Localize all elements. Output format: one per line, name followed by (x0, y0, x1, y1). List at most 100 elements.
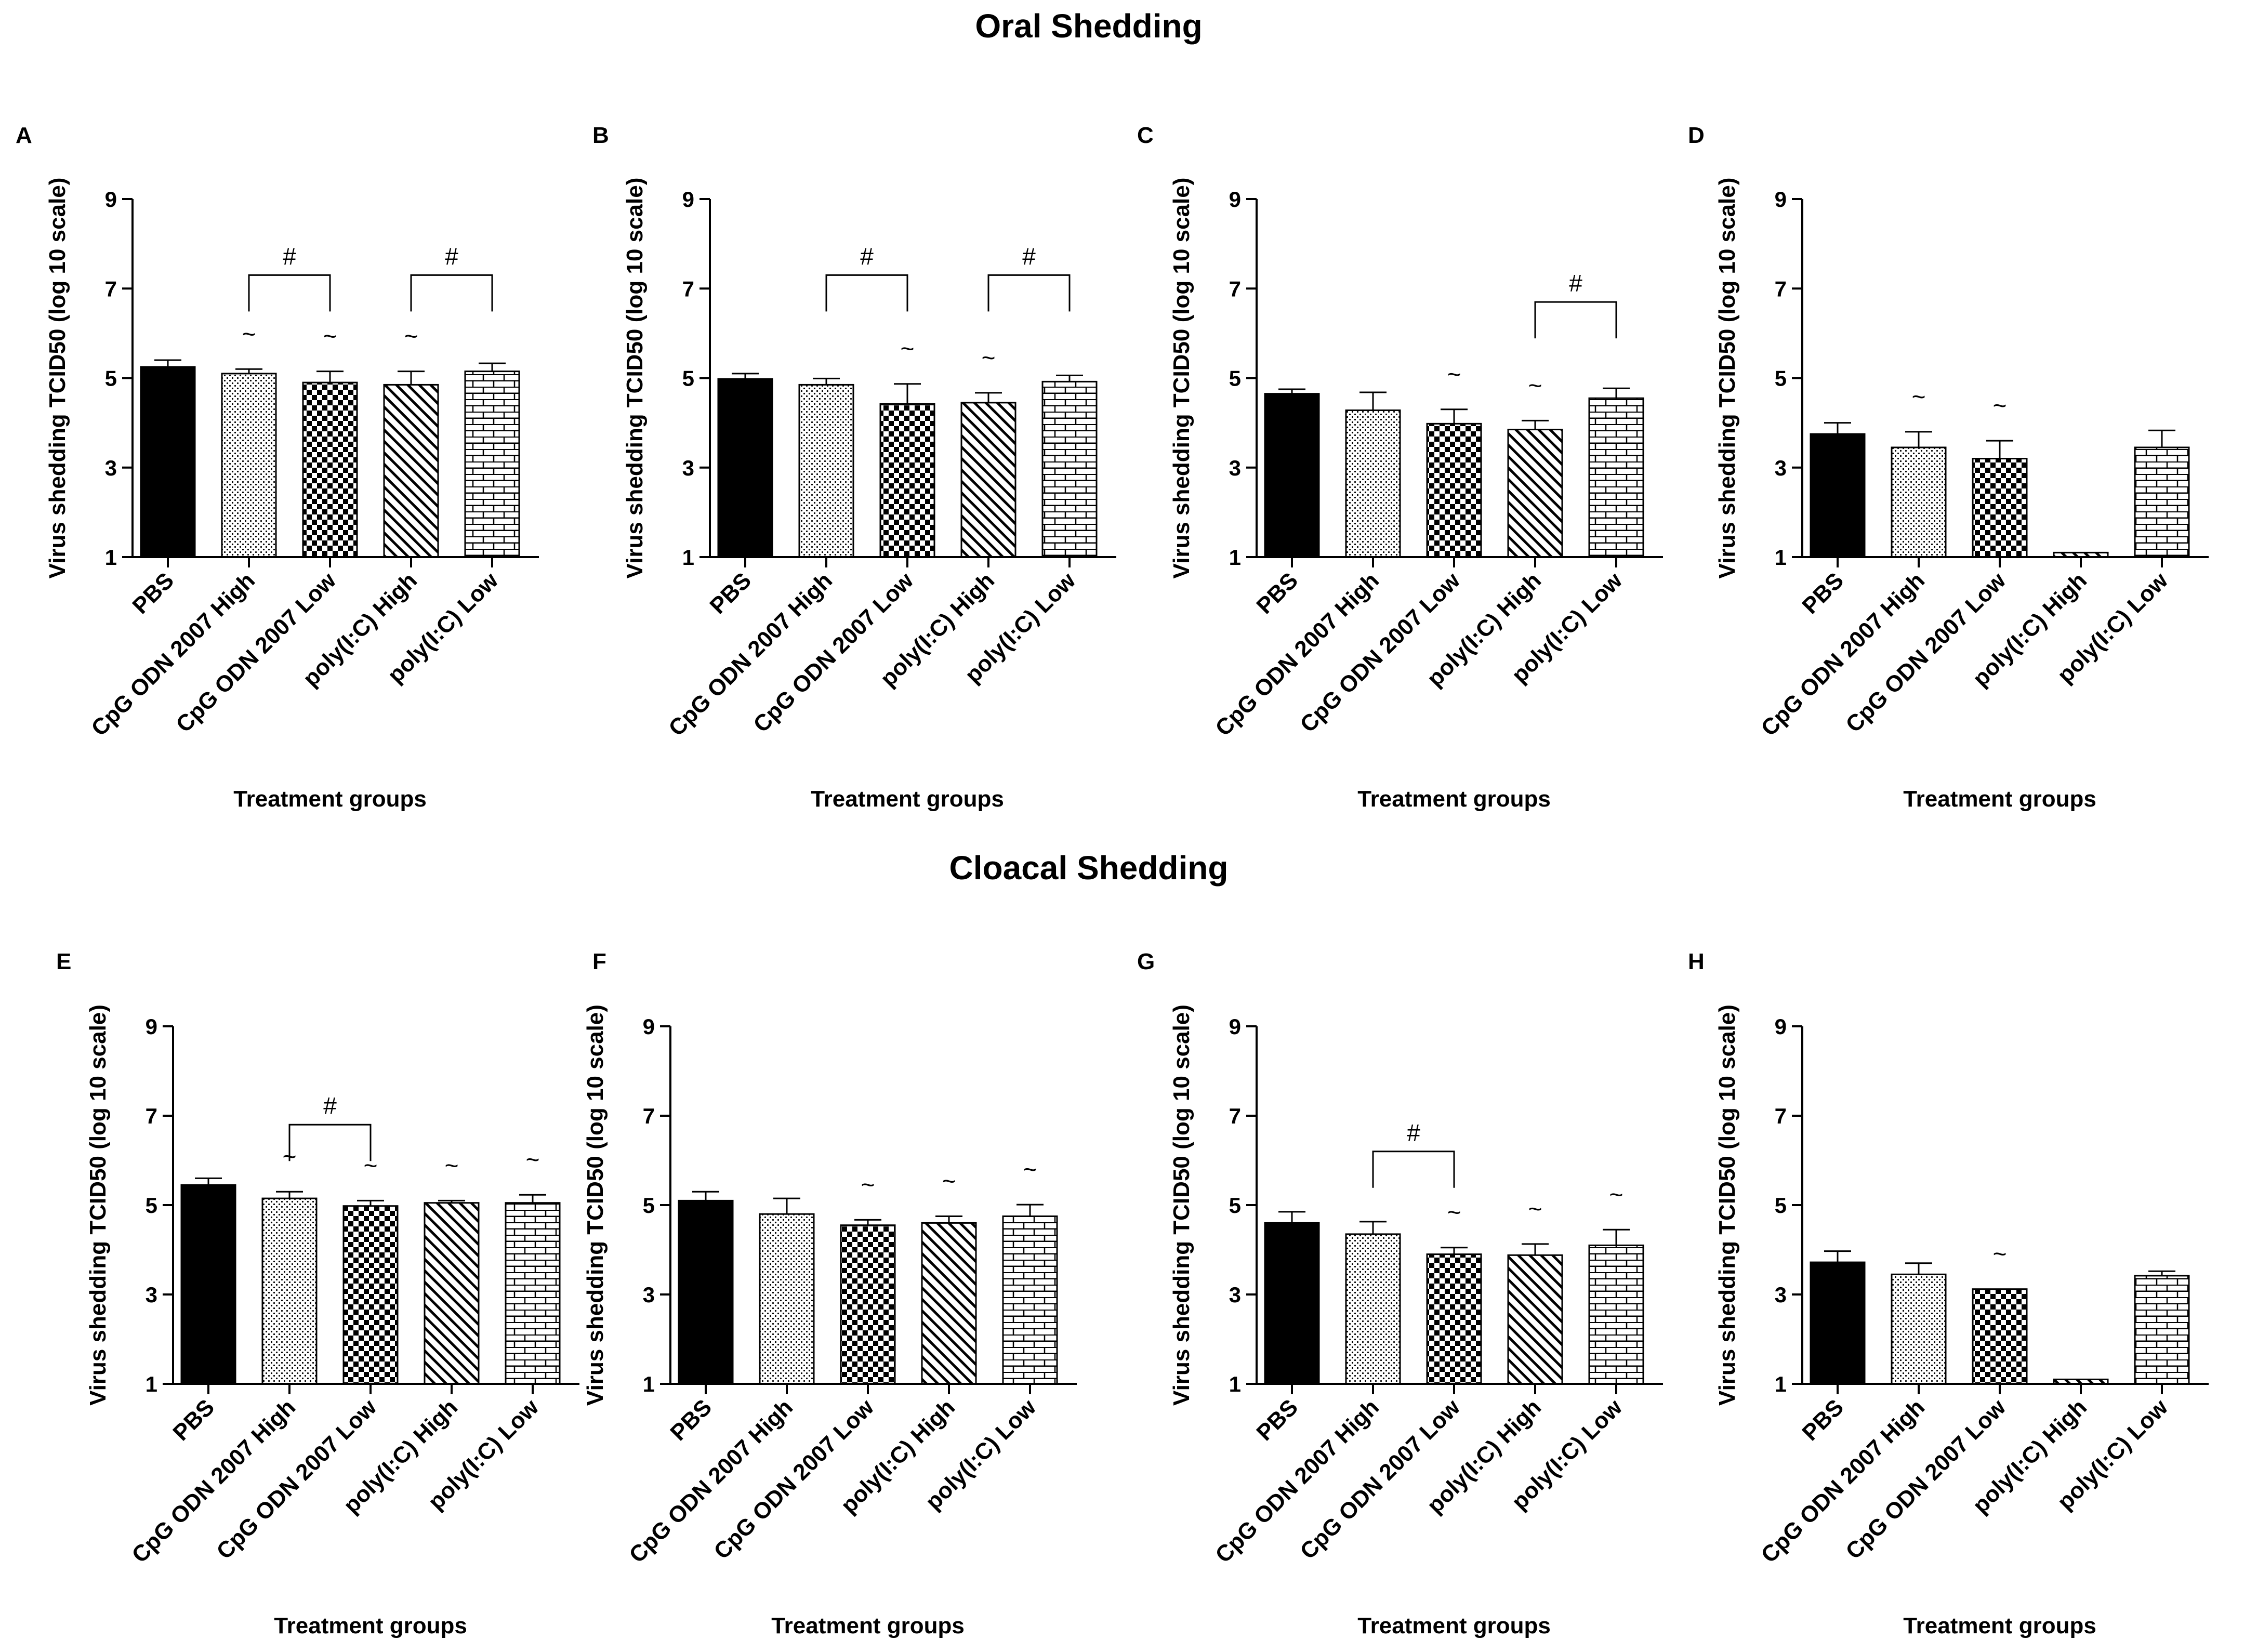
y-tick-label: 3 (105, 456, 117, 480)
bar (1972, 1288, 2028, 1385)
bar (424, 1202, 480, 1385)
significance-tilde: ~ (1447, 1199, 1461, 1226)
y-tick-label: 7 (146, 1104, 157, 1128)
y-tick-label: 1 (1775, 1372, 1787, 1396)
chart-panel-a: A Virus shedding TCID50 (log 10 scale) ~ ~ ~… (16, 123, 539, 812)
significance-tilde: ~ (861, 1171, 875, 1198)
y-tick-label: 1 (146, 1372, 157, 1396)
y-tick-label: 1 (682, 545, 694, 570)
bar (1507, 1254, 1563, 1385)
y-axis-label: Virus shedding TCID50 (log 10 scale) (1714, 1005, 1740, 1406)
bar (1002, 1215, 1058, 1385)
bar (1891, 1273, 1947, 1385)
x-axis-label: Treatment groups (1357, 786, 1551, 812)
y-tick-label: 9 (1229, 187, 1241, 212)
x-tick-label: CpG ODN 2007 Low (1841, 567, 2011, 737)
y-tick-label: 3 (1229, 456, 1241, 480)
y-tick-label: 1 (1229, 1372, 1241, 1396)
y-axis-label: Virus shedding TCID50 (log 10 scale) (1714, 178, 1740, 579)
x-tick-label: CpG ODN 2007 High (86, 567, 260, 741)
bar (1972, 458, 2028, 558)
bar (1264, 393, 1320, 558)
significance-label: # (1569, 270, 1582, 297)
panel-label: G (1137, 949, 1155, 974)
y-tick-label: 5 (682, 366, 694, 391)
y-tick-label: 5 (1229, 1193, 1241, 1218)
y-tick-label: 7 (643, 1104, 655, 1128)
x-tick-label: CpG ODN 2007 Low (709, 1394, 879, 1564)
chart-panel-d: D Virus shedding TCID50 (log 10 scale) ~ ~1… (1688, 123, 2209, 812)
y-axis-label: Virus shedding TCID50 (log 10 scale) (1169, 178, 1194, 579)
significance-label: # (1407, 1119, 1420, 1146)
y-tick-label: 1 (1229, 545, 1241, 570)
y-axis-label: Virus shedding TCID50 (log 10 scale) (622, 178, 648, 579)
bar (1041, 380, 1098, 558)
panel-label: E (56, 949, 71, 974)
significance-tilde: ~ (1528, 372, 1542, 399)
significance-tilde: ~ (1993, 1240, 2007, 1267)
significance-tilde: ~ (242, 320, 256, 347)
x-tick-label: PBS (1251, 1394, 1303, 1446)
x-tick-label: PBS (1251, 567, 1303, 619)
significance-tilde: ~ (404, 323, 418, 350)
bar (879, 403, 935, 558)
y-tick-label: 5 (1229, 366, 1241, 391)
bar (1426, 422, 1482, 558)
significance-tilde: ~ (1447, 361, 1461, 388)
y-tick-label: 7 (1229, 276, 1241, 301)
x-axis-label: Treatment groups (1903, 786, 2096, 812)
y-tick-label: 5 (643, 1193, 655, 1218)
y-tick-label: 5 (146, 1193, 157, 1218)
x-tick-label: CpG ODN 2007 High (1756, 1394, 1930, 1568)
bar (261, 1197, 318, 1385)
chart-panel-c: C Virus shedding TCID50 (log 10 scale) ~ ~ #… (1137, 123, 1663, 812)
bar (505, 1202, 561, 1385)
significance-tilde: ~ (323, 323, 337, 350)
x-axis-label: Treatment groups (811, 786, 1004, 812)
bar (1264, 1222, 1320, 1385)
significance-bracket (987, 274, 1071, 312)
significance-tilde: ~ (526, 1146, 540, 1173)
x-tick-label: CpG ODN 2007 Low (171, 567, 341, 737)
y-axis-label: Virus shedding TCID50 (log 10 scale) (583, 1005, 608, 1406)
bar (798, 384, 854, 558)
significance-bracket (825, 274, 908, 312)
x-tick-label: CpG ODN 2007 Low (1295, 567, 1465, 737)
significance-label: # (283, 243, 296, 270)
x-tick-label: PBS (705, 567, 756, 619)
x-tick-label: CpG ODN 2007 High (1210, 567, 1384, 741)
significance-label: # (860, 243, 874, 270)
significance-tilde: ~ (1912, 383, 1926, 410)
bar (1810, 1261, 1866, 1385)
x-tick-label: CpG ODN 2007 High (127, 1394, 300, 1568)
chart-panel-b: B Virus shedding TCID50 (log 10 scale) ~ ~ #… (592, 123, 1116, 812)
panel-label: H (1688, 949, 1705, 974)
y-tick-label: 9 (105, 187, 117, 212)
significance-label: # (1022, 243, 1036, 270)
significance-tilde: ~ (1993, 392, 2007, 419)
bar (342, 1205, 399, 1385)
significance-bracket (288, 1124, 372, 1161)
significance-tilde: ~ (1609, 1181, 1623, 1208)
y-axis-label: Virus shedding TCID50 (log 10 scale) (45, 178, 70, 579)
x-axis-label: Treatment groups (233, 786, 427, 812)
x-axis-label: Treatment groups (1903, 1613, 2096, 1638)
y-tick-label: 9 (1775, 1014, 1787, 1039)
y-tick-label: 3 (682, 456, 694, 480)
x-tick-label: PBS (127, 567, 179, 619)
y-tick-label: 7 (105, 276, 117, 301)
y-tick-label: 7 (1229, 1104, 1241, 1128)
bar (180, 1184, 236, 1385)
x-tick-label: CpG ODN 2007 High (1756, 567, 1930, 741)
significance-tilde: ~ (1023, 1156, 1037, 1183)
y-tick-label: 7 (682, 276, 694, 301)
y-tick-label: 9 (1229, 1014, 1241, 1039)
significance-tilde: ~ (942, 1168, 956, 1195)
significance-tilde: ~ (901, 335, 915, 362)
bar (302, 381, 358, 558)
bar (759, 1213, 815, 1385)
x-tick-label: PBS (168, 1394, 219, 1446)
y-tick-label: 9 (682, 187, 694, 212)
significance-tilde: ~ (445, 1152, 459, 1179)
